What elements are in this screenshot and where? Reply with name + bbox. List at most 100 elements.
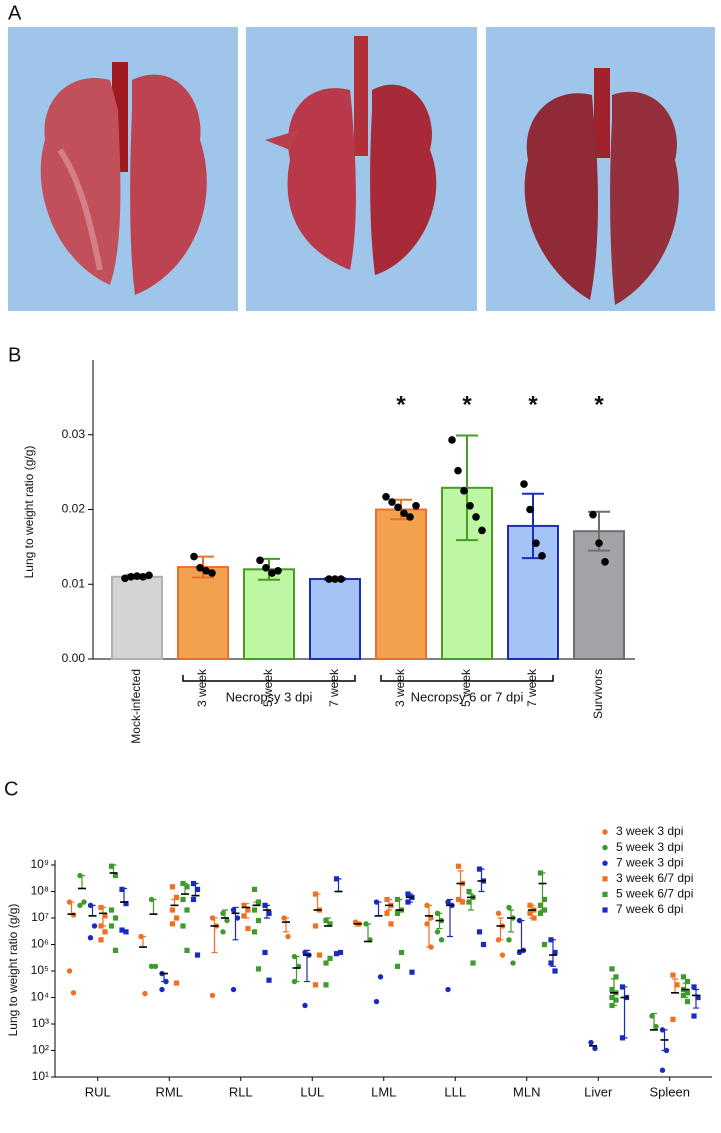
data-point bbox=[98, 937, 104, 943]
error-bar bbox=[100, 906, 106, 927]
lung bbox=[265, 36, 437, 276]
data-point bbox=[595, 539, 603, 547]
y-tick-label: 10⁶ bbox=[31, 937, 49, 951]
error-bar bbox=[621, 986, 628, 1039]
data-point bbox=[470, 960, 476, 966]
x-tick-label: LML bbox=[371, 1084, 396, 1099]
data-point bbox=[609, 994, 615, 1001]
y-tick-label: 10² bbox=[32, 1043, 49, 1057]
y-tick-label: 0.01 bbox=[62, 576, 86, 590]
data-point bbox=[499, 952, 506, 958]
data-point bbox=[609, 986, 615, 993]
data-point bbox=[112, 947, 119, 953]
bar bbox=[309, 578, 361, 661]
data-point bbox=[91, 923, 98, 929]
data-point bbox=[169, 884, 176, 890]
error-bar bbox=[283, 917, 289, 933]
data-point bbox=[108, 907, 115, 913]
data-point bbox=[102, 929, 108, 935]
photos bbox=[8, 27, 715, 311]
lung bbox=[524, 68, 679, 305]
x-tick-label: LUL bbox=[300, 1084, 324, 1099]
data-point bbox=[588, 1039, 594, 1046]
data-point bbox=[333, 951, 340, 957]
data-point bbox=[684, 999, 691, 1005]
data-point bbox=[466, 501, 474, 510]
data-point bbox=[506, 904, 512, 911]
data-point bbox=[180, 896, 186, 903]
legend-label: 3 week 6/7 dpi bbox=[616, 871, 693, 885]
data-point bbox=[251, 907, 258, 913]
data-point bbox=[601, 558, 609, 566]
data-point bbox=[123, 929, 129, 935]
data-point bbox=[274, 566, 282, 575]
data-point bbox=[613, 974, 619, 980]
data-point bbox=[256, 556, 264, 565]
y-tick-label: 10⁵ bbox=[31, 963, 49, 977]
data-point bbox=[234, 915, 241, 921]
legend-label: 3 week 3 dpi bbox=[616, 824, 683, 838]
panel-label: B bbox=[8, 344, 21, 366]
error-bar bbox=[171, 898, 178, 906]
data-point bbox=[325, 575, 333, 583]
data-point bbox=[173, 894, 180, 900]
data-point bbox=[406, 513, 414, 521]
data-point bbox=[589, 510, 597, 519]
data-point bbox=[148, 963, 155, 970]
data-point bbox=[123, 900, 129, 907]
bar bbox=[177, 566, 229, 660]
data-point bbox=[691, 984, 697, 990]
y-axis-label: Lung to weight ratio (g/g) bbox=[22, 446, 36, 579]
bar bbox=[243, 568, 295, 660]
x-tick-label: Mock-infected bbox=[129, 669, 143, 744]
data-point bbox=[323, 982, 329, 988]
x-tick-label: Survivors bbox=[591, 669, 605, 719]
data-point bbox=[455, 863, 462, 869]
data-point bbox=[438, 937, 445, 943]
y-tick-label: 10⁸ bbox=[31, 884, 49, 898]
data-point bbox=[127, 572, 135, 581]
data-point bbox=[382, 492, 390, 501]
y-tick-label: 10⁷ bbox=[31, 910, 49, 924]
data-point bbox=[245, 925, 251, 932]
lung bbox=[40, 62, 207, 296]
legend-label: 5 week 3 dpi bbox=[616, 840, 683, 854]
data-point bbox=[190, 552, 198, 561]
data-point bbox=[224, 917, 230, 924]
data-point bbox=[510, 960, 516, 966]
data-point bbox=[424, 921, 430, 927]
data-point bbox=[684, 990, 691, 996]
data-point bbox=[327, 955, 333, 961]
data-point bbox=[541, 896, 548, 903]
significance-mark: * bbox=[528, 391, 538, 418]
data-point bbox=[323, 917, 329, 924]
data-point bbox=[537, 910, 544, 916]
data-point bbox=[526, 505, 534, 514]
data-point bbox=[169, 907, 176, 913]
data-point bbox=[670, 1016, 676, 1022]
error-bar bbox=[243, 902, 249, 919]
data-point bbox=[552, 949, 558, 956]
data-point bbox=[255, 966, 262, 972]
data-point bbox=[173, 980, 180, 986]
data-point bbox=[527, 910, 533, 916]
data-point bbox=[145, 571, 153, 580]
x-tick-label: RUL bbox=[85, 1084, 111, 1099]
data-point bbox=[251, 886, 258, 893]
data-point bbox=[495, 910, 502, 917]
data-point bbox=[337, 949, 344, 956]
panel-label: C bbox=[4, 778, 18, 800]
error-bar bbox=[211, 917, 218, 954]
data-point bbox=[169, 921, 176, 927]
error-bar bbox=[529, 904, 535, 919]
data-point bbox=[220, 929, 226, 935]
y-tick-label: 0.00 bbox=[62, 651, 86, 665]
data-point bbox=[506, 937, 512, 943]
error-bar bbox=[497, 917, 504, 941]
error-bar bbox=[293, 955, 300, 983]
x-tick-label: 7 week bbox=[525, 668, 539, 707]
y-tick-label: 10⁴ bbox=[30, 990, 49, 1004]
x-tick-label: 3 week bbox=[393, 668, 407, 707]
data-point bbox=[262, 564, 270, 572]
